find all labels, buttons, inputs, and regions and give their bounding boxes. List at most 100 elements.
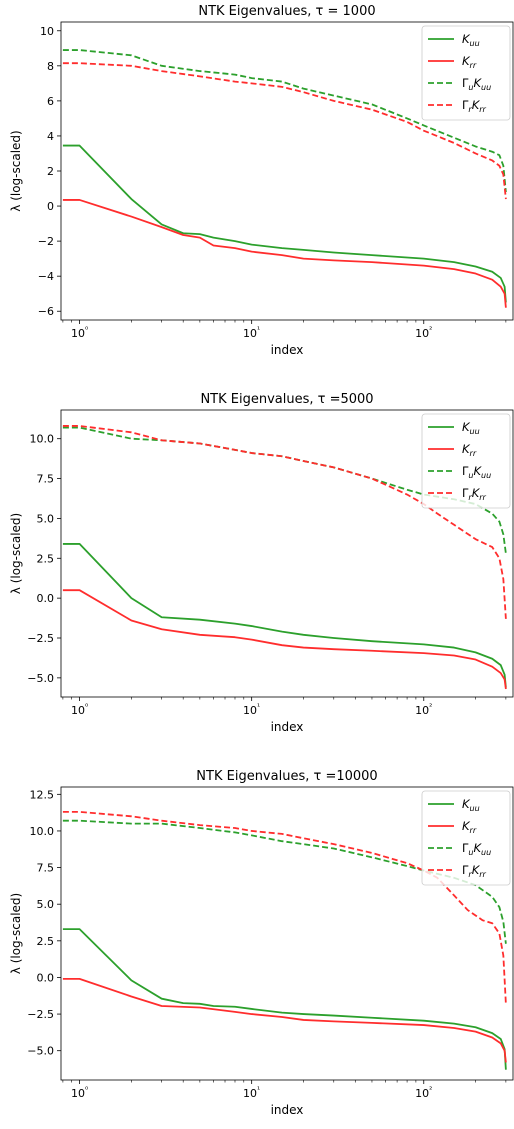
legend-sub-2: uu (481, 848, 491, 857)
y-tick-label: −2 (38, 235, 54, 248)
y-tick-label: 7.5 (37, 862, 55, 875)
legend-main-2: K (474, 841, 483, 855)
legend-main: K (462, 442, 471, 456)
series-line-4 (62, 811, 507, 1004)
legend-sub-2: uu (481, 471, 491, 480)
legend-sub: uu (470, 39, 480, 48)
legend-label-1: Kuu (462, 420, 480, 436)
series-line-1 (62, 144, 507, 303)
series-group (62, 425, 507, 690)
legend-sub-2: rr (479, 493, 486, 502)
legend-label-3: ΓuKuu (462, 464, 491, 480)
legend-box (421, 790, 511, 886)
y-tick-label: 0.0 (37, 592, 55, 605)
x-tick-label-exponent: ¹ (257, 702, 260, 711)
x-tick-label-base: 10 (415, 327, 429, 340)
legend-label-3: ΓuKuu (462, 841, 491, 857)
legend-sub-2: rr (479, 105, 486, 114)
legend-main: Γ (462, 464, 469, 478)
series-line-4 (62, 425, 507, 619)
y-tick-label: 5.0 (37, 898, 55, 911)
legend-main: K (462, 819, 471, 833)
series-line-1 (62, 928, 507, 1070)
legend-sub: r (468, 870, 472, 879)
legend-label-2: Krr (462, 819, 477, 835)
chart-panel-3: NTK Eigenvalues, τ =10000 −5.0 −2.5 0.0 2.5 5… (9, 769, 514, 1117)
legend-main: K (462, 797, 471, 811)
y-tick-label: 4 (47, 130, 54, 143)
x-tick-label-base: 10 (71, 1087, 85, 1100)
series-group (62, 811, 507, 1070)
series-line-1 (62, 543, 507, 688)
legend-label-4: ΓrKrr (462, 863, 487, 879)
y-tick-label: −2.5 (27, 1008, 54, 1021)
x-axis-label: index (271, 343, 304, 357)
legend-label-2: Krr (462, 442, 477, 458)
legend-main: Γ (462, 863, 469, 877)
y-tick-label: 0.0 (37, 971, 55, 984)
legend-main: K (462, 54, 471, 68)
legend-sub-2: rr (479, 870, 486, 879)
x-tick-label-base: 10 (243, 1087, 257, 1100)
legend-sub: u (468, 471, 473, 480)
legend-main: K (462, 420, 471, 434)
legend-main: Γ (462, 98, 469, 112)
chart-title: NTK Eigenvalues, τ = 1000 (198, 4, 375, 19)
x-tick-label: 10¹ (243, 325, 260, 340)
y-tick-label: 10.0 (30, 433, 55, 446)
legend-sub: r (468, 105, 472, 114)
x-axis-label: index (271, 1103, 304, 1117)
y-axis-label: λ (log-scaled) (9, 893, 23, 974)
x-tick-label: 10¹ (243, 702, 260, 717)
legend-label-2: Krr (462, 54, 477, 70)
x-tick-label-base: 10 (71, 704, 85, 717)
y-tick-label: 2.5 (37, 552, 55, 565)
y-tick-label: 5.0 (37, 512, 55, 525)
series-line-3 (62, 819, 507, 944)
legend-label-1: Kuu (462, 797, 480, 813)
axes-frame (60, 786, 514, 1081)
x-tick-label-exponent: ⁰ (85, 325, 88, 334)
x-tick-label-exponent: ⁰ (85, 1085, 88, 1094)
chart-panel-1: NTK Eigenvalues, τ = 1000−6−4−2024681010… (9, 4, 514, 357)
legend-main-2: K (474, 76, 483, 90)
legend-label-4: ΓrKrr (462, 98, 487, 114)
series-line-2 (62, 199, 507, 308)
legend-sub: rr (470, 61, 477, 70)
x-tick-label: 10⁰ (71, 702, 88, 717)
x-tick-label: 10¹ (243, 1085, 260, 1100)
y-tick-label: 2 (47, 165, 54, 178)
legend-main: Γ (462, 841, 469, 855)
chart-title: NTK Eigenvalues, τ =10000 (196, 769, 377, 784)
legend-box (421, 413, 511, 509)
x-tick-label-base: 10 (415, 704, 429, 717)
axes-frame (60, 409, 514, 698)
x-tick-label: 10² (415, 325, 432, 340)
y-tick-label: 2.5 (37, 935, 55, 948)
x-tick-label: 10² (415, 1085, 432, 1100)
y-tick-label: −5.0 (27, 672, 54, 685)
series-line-3 (62, 49, 507, 193)
y-tick-label: 10 (40, 25, 54, 38)
legend-main-2: K (472, 486, 481, 500)
legend-main-2: K (472, 863, 481, 877)
x-tick-label-exponent: ¹ (257, 1085, 260, 1094)
chart-panel-2: NTK Eigenvalues, τ =5000 −5.0 −2.5 0.0 2.5 5.… (9, 392, 514, 734)
legend-sub: r (468, 493, 472, 502)
x-tick-label-exponent: ¹ (257, 325, 260, 334)
x-tick-label: 10⁰ (71, 1085, 88, 1100)
series-line-2 (62, 978, 507, 1063)
legend-label-3: ΓuKuu (462, 76, 491, 92)
legend-main: K (462, 32, 471, 46)
y-tick-label: −4 (38, 270, 54, 283)
y-tick-label: 12.5 (30, 788, 55, 801)
legend-sub: rr (470, 826, 477, 835)
series-group (62, 49, 507, 308)
y-axis-label: λ (log-scaled) (9, 513, 23, 594)
legend-main-2: K (474, 464, 483, 478)
legend-label-4: ΓrKrr (462, 486, 487, 502)
